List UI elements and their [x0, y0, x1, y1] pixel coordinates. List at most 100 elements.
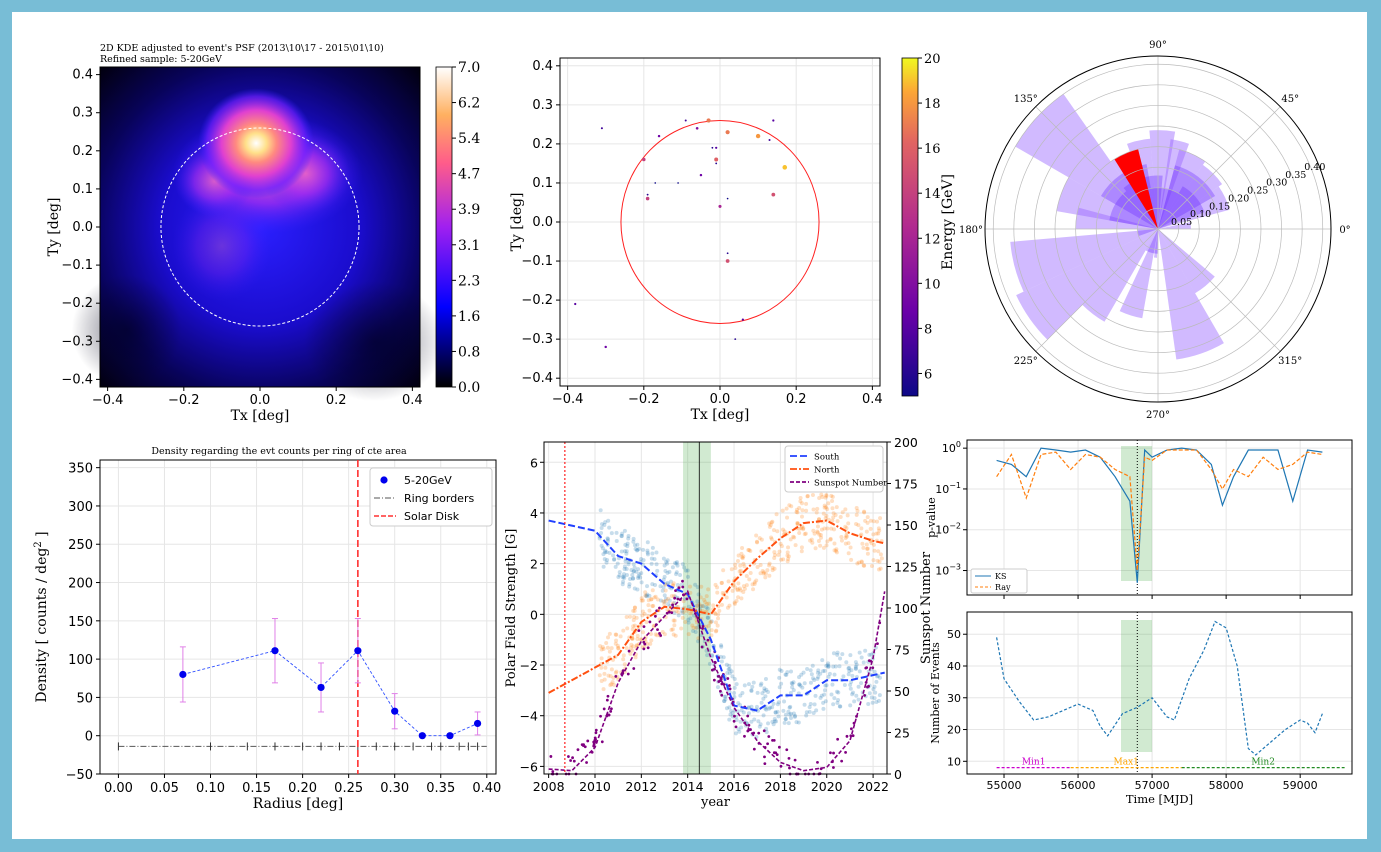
y-tick-label: 300 [68, 500, 93, 515]
south-scatter [816, 674, 821, 679]
north-scatter [794, 507, 799, 512]
south-scatter [749, 719, 754, 724]
north-scatter [653, 632, 658, 637]
sunspot-scatter [717, 680, 721, 683]
north-scatter [681, 610, 686, 615]
north-scatter [878, 516, 883, 521]
y-tick-label: −0.2 [521, 293, 553, 308]
south-scatter [601, 564, 606, 569]
colorbar-tick-label: 4.7 [458, 167, 480, 183]
south-scatter [600, 546, 605, 551]
south-scatter [821, 706, 826, 711]
y-tick-label: −2 [520, 658, 538, 673]
south-scatter [832, 672, 837, 677]
north-scatter [641, 630, 646, 635]
y-tick-label: 100 [68, 653, 93, 668]
south-scatter [831, 651, 836, 656]
north-scatter [748, 549, 753, 554]
south-scatter [722, 694, 727, 699]
south-scatter [835, 650, 840, 655]
south-scatter [732, 677, 737, 682]
north-scatter [690, 623, 695, 628]
y-tick-label: −0.4 [521, 371, 553, 386]
x-tick-label: 2008 [533, 779, 565, 794]
south-scatter [848, 682, 853, 687]
south-scatter [695, 599, 700, 604]
polar-angle-label: 45° [1281, 94, 1299, 105]
y-tick-label: 40 [947, 660, 961, 673]
north-scatter [825, 507, 830, 512]
south-scatter [763, 706, 768, 711]
north-scatter [824, 513, 829, 518]
north-scatter [630, 648, 635, 653]
x-tick-label: 59000 [1283, 779, 1318, 792]
north-scatter [809, 537, 814, 542]
north-scatter [820, 494, 825, 499]
south-scatter [732, 694, 737, 699]
south-scatter [725, 670, 730, 675]
sunspot-scatter [642, 647, 646, 651]
south-scatter [705, 615, 710, 620]
south-scatter [665, 580, 670, 585]
y-tick-label: 0.4 [532, 59, 553, 74]
north-scatter [688, 611, 693, 616]
south-scatter [693, 582, 698, 587]
south-scatter [737, 729, 742, 734]
north-scatter [646, 598, 651, 603]
ray-line [996, 449, 1323, 571]
x-tick-label: 0.05 [150, 781, 179, 796]
sunspot-scatter [594, 731, 598, 735]
sunspot-scatter [726, 677, 730, 680]
south-scatter [847, 665, 852, 670]
north-scatter [798, 495, 803, 500]
north-scatter [819, 492, 824, 497]
south-scatter [763, 676, 768, 681]
north-scatter [761, 570, 766, 575]
north-scatter [597, 673, 602, 678]
north-scatter [797, 530, 802, 535]
south-scatter [715, 685, 720, 690]
north-scatter [739, 596, 744, 601]
north-scatter [746, 547, 751, 552]
x-tick-label: 55000 [987, 779, 1022, 792]
north-scatter [720, 590, 725, 595]
polar-bar [1015, 94, 1158, 230]
y-tick-label: 0.1 [72, 182, 93, 197]
north-scatter [600, 645, 605, 650]
north-scatter [733, 565, 738, 570]
sunspot-scatter [642, 625, 646, 628]
south-scatter [603, 550, 608, 555]
north-scatter [739, 551, 744, 556]
south-scatter [854, 662, 859, 667]
sunspot-scatter [659, 634, 663, 637]
north-scatter [772, 566, 777, 571]
south-scatter [826, 664, 831, 669]
north-scatter [652, 595, 657, 600]
south-line [548, 519, 885, 712]
sunspot-scatter [772, 751, 776, 755]
y-tick-label: −0.1 [521, 254, 553, 269]
south-scatter [835, 700, 840, 705]
north-scatter [631, 608, 636, 613]
south-scatter [624, 572, 629, 577]
north-scatter [757, 536, 762, 541]
series-line [182, 649, 478, 737]
colorbar-tick-label: 5.4 [458, 131, 480, 147]
south-scatter [686, 604, 691, 609]
south-scatter [719, 659, 724, 664]
south-scatter [605, 536, 610, 541]
polar-bar [1158, 229, 1215, 294]
north-scatter [849, 557, 854, 562]
energy-scatter-panel: −0.4 −0.2 0.0 0.2 0.4 0.4 0.3 0.2 0.1 0.0 −0.1 −0.2… [509, 52, 956, 423]
legend-label: Ray [995, 583, 1011, 592]
south-scatter [749, 704, 754, 709]
north-scatter [693, 625, 698, 630]
north-scatter [846, 541, 851, 546]
north-scatter [635, 636, 640, 641]
south-scatter [838, 656, 843, 661]
event-point [718, 204, 722, 208]
south-scatter [768, 705, 773, 710]
sunspot-scatter [626, 672, 630, 676]
north-scatter [628, 614, 633, 619]
kde-dark-corner [71, 274, 182, 385]
